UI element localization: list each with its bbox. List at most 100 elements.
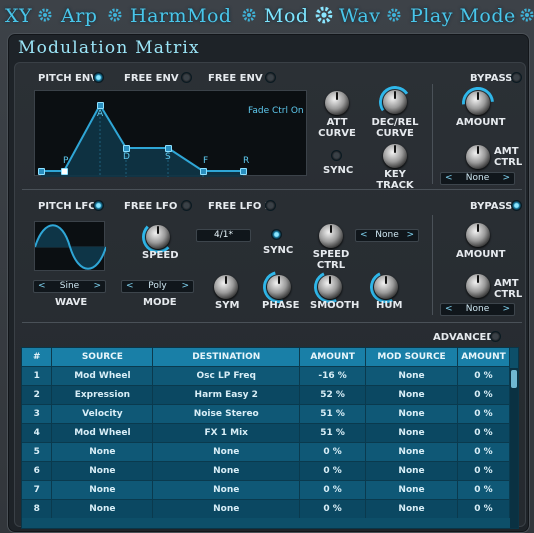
table-cell[interactable]: 0 % (299, 479, 367, 499)
table-cell[interactable]: 0 % (299, 441, 367, 461)
table-cell[interactable]: Osc LP Freq (152, 365, 301, 385)
table-cell[interactable]: 0 % (457, 365, 511, 385)
speed-ctrl-select[interactable]: < None > (355, 229, 419, 242)
table-cell[interactable]: 0 % (457, 479, 511, 499)
select-prev-icon[interactable]: < (445, 304, 453, 314)
select-prev-icon[interactable]: < (445, 173, 453, 183)
lfo-amt-ctrl-knob[interactable] (466, 274, 490, 298)
table-cell[interactable]: 0 % (457, 403, 511, 423)
pitch-env-radio[interactable] (93, 72, 104, 83)
table-cell[interactable]: 0 % (457, 498, 511, 518)
select-prev-icon[interactable]: < (126, 281, 134, 291)
free-lfo-1-radio[interactable] (181, 200, 192, 211)
table-cell[interactable]: 0 % (457, 460, 511, 480)
env-node-start[interactable] (38, 168, 45, 175)
table-row[interactable]: 8 None None 0 % None 0 % (22, 498, 511, 518)
tab-wav[interactable]: Wav (339, 5, 381, 27)
table-cell[interactable]: FX 1 Mix (152, 422, 301, 442)
env-sync-radio[interactable] (331, 150, 342, 161)
table-cell[interactable]: Noise Stereo (152, 403, 301, 423)
free-lfo-2-radio[interactable] (265, 200, 276, 211)
free-env-2-radio[interactable] (265, 72, 276, 83)
pitch-lfo-radio[interactable] (93, 200, 104, 211)
table-cell[interactable]: 52 % (299, 384, 367, 404)
table-row[interactable]: 6 None None 0 % None 0 % (22, 460, 511, 480)
lfo-amount-knob[interactable] (466, 223, 490, 247)
lfo-bypass-radio[interactable] (511, 200, 522, 211)
select-prev-icon[interactable]: < (360, 230, 368, 240)
table-cell[interactable]: 0 % (457, 441, 511, 461)
table-cell[interactable]: -16 % (299, 365, 367, 385)
env-node-f[interactable] (200, 168, 207, 175)
table-cell[interactable]: Harm Easy 2 (152, 384, 301, 404)
rate-display[interactable]: 4/1* (196, 229, 251, 242)
phase-knob[interactable] (267, 275, 291, 299)
table-cell[interactable]: None (365, 384, 458, 404)
att-curve-knob[interactable] (325, 91, 349, 115)
env-amt-ctrl-select[interactable]: < None > (440, 172, 515, 185)
table-cell[interactable]: None (365, 422, 458, 442)
table-row[interactable]: 4 Mod Wheel FX 1 Mix 51 % None 0 % (22, 422, 511, 442)
table-cell[interactable]: 0 % (299, 460, 367, 480)
lfo-amt-ctrl-select[interactable]: < None > (440, 303, 515, 316)
tab-arp[interactable]: Arp (61, 5, 98, 27)
env-node-r[interactable] (240, 168, 247, 175)
select-next-icon[interactable]: > (502, 304, 510, 314)
table-row[interactable]: 1 Mod Wheel Osc LP Freq -16 % None 0 % (22, 365, 511, 385)
table-cell[interactable]: 0 % (457, 422, 511, 442)
tab-free-lfo-1[interactable]: FREE LFO 1 (124, 201, 188, 212)
table-row[interactable]: 3 Velocity Noise Stereo 51 % None 0 % (22, 403, 511, 423)
table-cell[interactable]: None (152, 479, 301, 499)
table-cell[interactable]: None (51, 460, 154, 480)
wave-select[interactable]: < Sine > (33, 280, 106, 293)
lfo-speed-knob[interactable] (146, 225, 170, 249)
table-cell[interactable]: None (51, 479, 154, 499)
scrollbar[interactable] (510, 368, 518, 528)
table-cell[interactable]: Velocity (51, 403, 154, 423)
table-cell[interactable]: 0 % (299, 498, 367, 518)
table-cell[interactable]: None (365, 460, 458, 480)
table-row[interactable]: 7 None None 0 % None 0 % (22, 479, 511, 499)
key-track-knob[interactable] (383, 144, 407, 168)
table-cell[interactable]: None (152, 460, 301, 480)
env-node-a[interactable] (97, 102, 104, 109)
mode-select[interactable]: < Poly > (121, 280, 194, 293)
select-next-icon[interactable]: > (406, 230, 414, 240)
env-amount-knob[interactable] (466, 91, 490, 115)
table-cell[interactable]: Mod Wheel (51, 365, 154, 385)
scrollbar-thumb[interactable] (511, 370, 517, 388)
table-cell[interactable]: None (365, 441, 458, 461)
table-row[interactable]: 5 None None 0 % None 0 % (22, 441, 511, 461)
tab-play-mode[interactable]: Play Mode (410, 5, 516, 27)
env-node-d[interactable] (123, 145, 130, 152)
table-cell[interactable]: None (365, 403, 458, 423)
table-cell[interactable]: Expression (51, 384, 154, 404)
tab-xy[interactable]: XY (5, 5, 33, 27)
table-cell[interactable]: None (152, 441, 301, 461)
select-prev-icon[interactable]: < (38, 281, 46, 291)
table-cell[interactable]: None (365, 479, 458, 499)
table-cell[interactable]: None (51, 441, 154, 461)
tab-harmmod[interactable]: HarmMod (130, 5, 232, 27)
table-cell[interactable]: 0 % (457, 384, 511, 404)
env-amt-ctrl-knob[interactable] (466, 145, 490, 169)
tab-mod[interactable]: Mod (264, 5, 309, 27)
free-env-1-radio[interactable] (181, 72, 192, 83)
speed-ctrl-knob[interactable] (319, 224, 343, 248)
lfo-sync-radio[interactable] (271, 229, 282, 240)
env-node-s[interactable] (165, 145, 172, 152)
dec-rel-curve-knob[interactable] (383, 90, 407, 114)
table-cell[interactable]: None (152, 498, 301, 518)
table-cell[interactable]: None (365, 365, 458, 385)
table-cell[interactable]: None (51, 498, 154, 518)
tab-free-env-1[interactable]: FREE ENV 1 (124, 73, 190, 84)
select-next-icon[interactable]: > (181, 281, 189, 291)
table-cell[interactable]: None (365, 498, 458, 518)
table-cell[interactable]: Mod Wheel (51, 422, 154, 442)
table-cell[interactable]: 51 % (299, 422, 367, 442)
env-node-p[interactable] (61, 168, 68, 175)
tab-free-lfo-2[interactable]: FREE LFO 2 (208, 201, 272, 212)
smooth-knob[interactable] (318, 275, 342, 299)
select-next-icon[interactable]: > (502, 173, 510, 183)
tab-pitch-env[interactable]: PITCH ENV (38, 73, 98, 84)
